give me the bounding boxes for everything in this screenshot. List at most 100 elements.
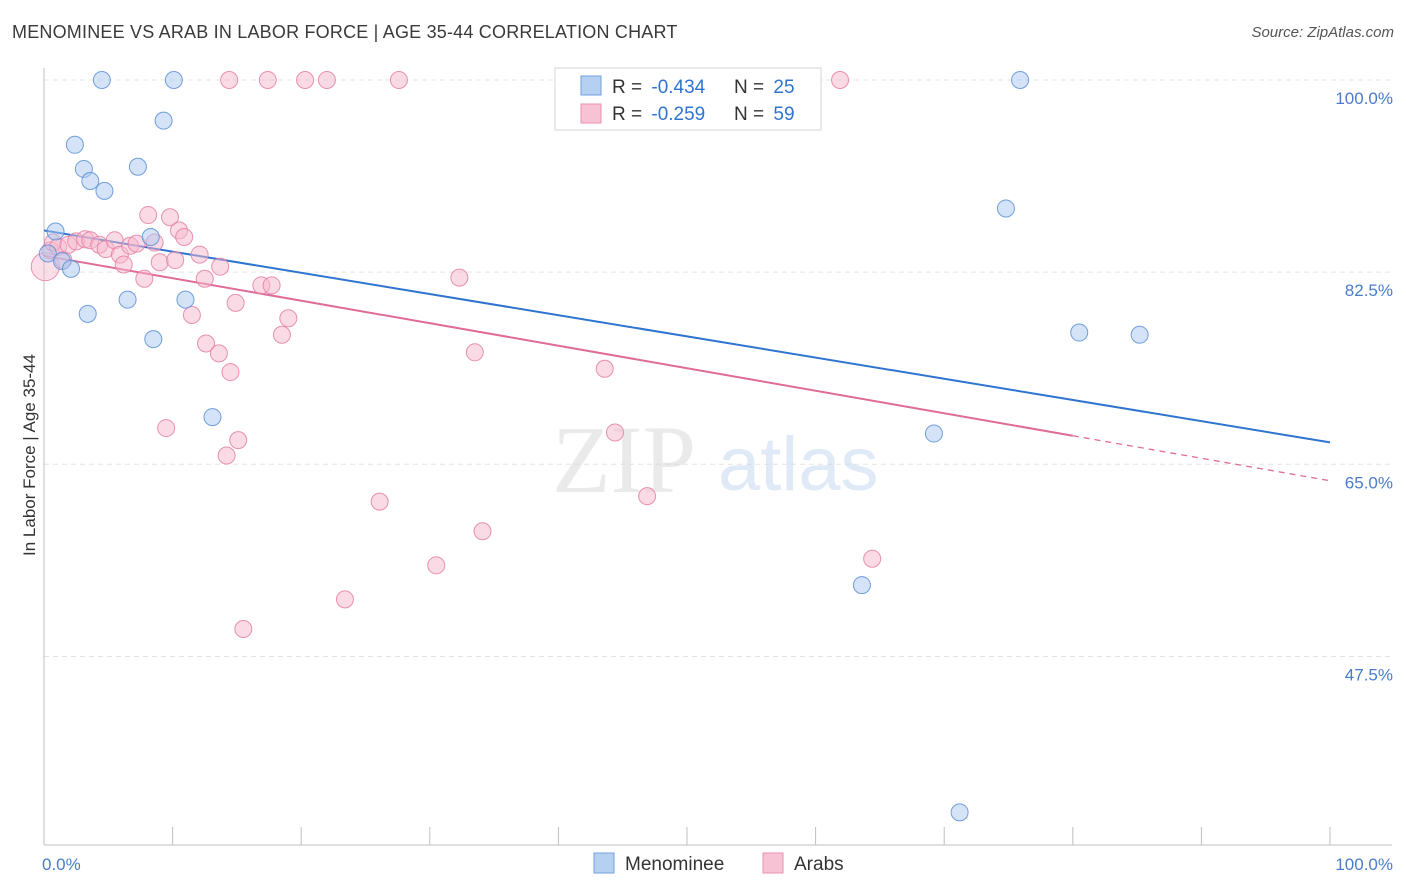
arabs-point-52 (605, 423, 624, 442)
menominee-point-24 (1130, 325, 1149, 344)
grid-lines (44, 79, 1392, 657)
arabs-trend-extension (1072, 435, 1331, 482)
arabs-point-39 (279, 309, 298, 328)
menominee-point-9 (95, 181, 114, 200)
menominee-point-16 (203, 408, 222, 427)
arabs-point-22 (166, 251, 185, 270)
arabs-point-49 (465, 343, 484, 362)
menominee-point-23 (1070, 323, 1089, 342)
arabs-point-28 (197, 334, 216, 353)
y-tick-label-0: 100.0% (1335, 89, 1393, 108)
menominee-legend-swatch (580, 75, 602, 96)
arabs-point-53 (638, 487, 657, 506)
arabs-point-35 (234, 620, 253, 638)
arabs-point-27 (195, 269, 214, 288)
arabs-point-21 (161, 208, 180, 227)
arabs-r-label: R = (612, 104, 647, 125)
y-tick-label-2: 65.0% (1345, 473, 1393, 492)
menominee-point-7 (81, 172, 100, 191)
menominee-point-13 (144, 330, 163, 349)
arabs-point-50 (473, 522, 492, 541)
arabs-point-55 (831, 71, 850, 89)
arabs-point-31 (217, 446, 236, 465)
arabs-n-value: 59 (773, 104, 794, 125)
arabs-point-29 (209, 344, 228, 363)
arabs-point-48 (450, 268, 469, 287)
arabs-point-34 (229, 431, 248, 450)
source-label: Source: ZipAtlas.com (1251, 24, 1394, 41)
menominee-point-20 (950, 803, 969, 822)
menominee-point-12 (141, 228, 160, 247)
menominee-point-18 (852, 576, 871, 595)
arabs-point-40 (220, 71, 239, 89)
arabs-point-16 (135, 269, 154, 288)
arabs-point-56 (863, 549, 882, 568)
arabs-point-33 (226, 293, 245, 312)
x-tick-label-0: 0.0% (42, 855, 81, 874)
arabs-point-44 (335, 590, 354, 609)
menominee-point-8 (92, 71, 111, 89)
menominee-point-4 (65, 135, 84, 154)
menominee-point-11 (128, 157, 147, 176)
watermark-zip: ZIP (552, 406, 696, 513)
arabs-point-24 (175, 228, 194, 247)
arabs-point-37 (262, 276, 281, 295)
arabs-point-41 (258, 71, 277, 89)
menominee-series-swatch (593, 852, 615, 874)
chart-title: MENOMINEE VS ARAB IN LABOR FORCE | AGE 3… (12, 22, 678, 42)
arabs-legend-swatch (580, 103, 602, 124)
data-points (30, 71, 1149, 822)
menominee-point-0 (38, 244, 57, 263)
stats-legend: R = -0.434 N = 25 R = -0.259 N = 59 (554, 67, 822, 131)
svg-text:R = -0.434 N =: R = -0.434 N = 25 (612, 77, 795, 98)
tick-labels: 100.0% 82.5% 65.0% 47.5% 0.0% 100.0% (42, 89, 1393, 874)
menominee-point-10 (118, 290, 137, 309)
watermark: ZIP atlas (552, 406, 879, 513)
arabs-point-46 (389, 71, 408, 89)
menominee-point-14 (154, 111, 173, 130)
menominee-point-22 (996, 199, 1015, 218)
arabs-point-45 (370, 492, 389, 511)
svg-text:R = -0.259 N =: R = -0.259 N = 59 (612, 104, 795, 125)
arabs-n-label: N = (734, 104, 769, 125)
menominee-point-1 (46, 222, 65, 241)
menominee-point-3 (62, 259, 81, 278)
menominee-point-6 (78, 304, 97, 323)
axes (43, 68, 1392, 846)
arabs-point-20 (157, 419, 176, 438)
arabs-point-13 (114, 255, 133, 274)
series-legend: Menominee Arabs (593, 852, 844, 875)
arabs-point-42 (296, 71, 315, 89)
arabs-point-26 (190, 245, 209, 264)
arabs-point-32 (221, 363, 240, 382)
menominee-point-19 (924, 424, 943, 443)
watermark-atlas: atlas (718, 422, 879, 507)
y-tick-label-1: 82.5% (1345, 281, 1393, 300)
menominee-series-label: Menominee (625, 854, 724, 875)
arabs-trend-line (43, 254, 1073, 437)
menominee-n-value: 25 (773, 77, 794, 98)
menominee-r-label: R = (612, 77, 647, 98)
menominee-trend-line (43, 229, 1331, 444)
trend-lines (43, 229, 1331, 482)
menominee-point-15 (176, 290, 195, 309)
x-tick-label-1: 100.0% (1335, 855, 1393, 874)
menominee-r-value: -0.434 (651, 77, 705, 98)
arabs-r-value: -0.259 (651, 104, 705, 125)
arabs-point-25 (182, 305, 201, 324)
arabs-point-38 (272, 325, 291, 344)
y-axis-label: In Labor Force | Age 35-44 (20, 354, 39, 556)
menominee-point-17 (164, 71, 183, 89)
arabs-point-17 (139, 206, 158, 225)
arabs-point-30 (211, 257, 230, 276)
arabs-point-43 (317, 71, 336, 89)
arabs-point-19 (150, 253, 169, 272)
menominee-point-21 (1011, 71, 1030, 89)
arabs-series-label: Arabs (794, 854, 844, 875)
menominee-n-label: N = (734, 77, 769, 98)
arabs-point-47 (427, 556, 446, 575)
arabs-series-swatch (762, 852, 784, 874)
y-tick-label-3: 47.5% (1345, 665, 1393, 684)
arabs-point-51 (595, 359, 614, 378)
